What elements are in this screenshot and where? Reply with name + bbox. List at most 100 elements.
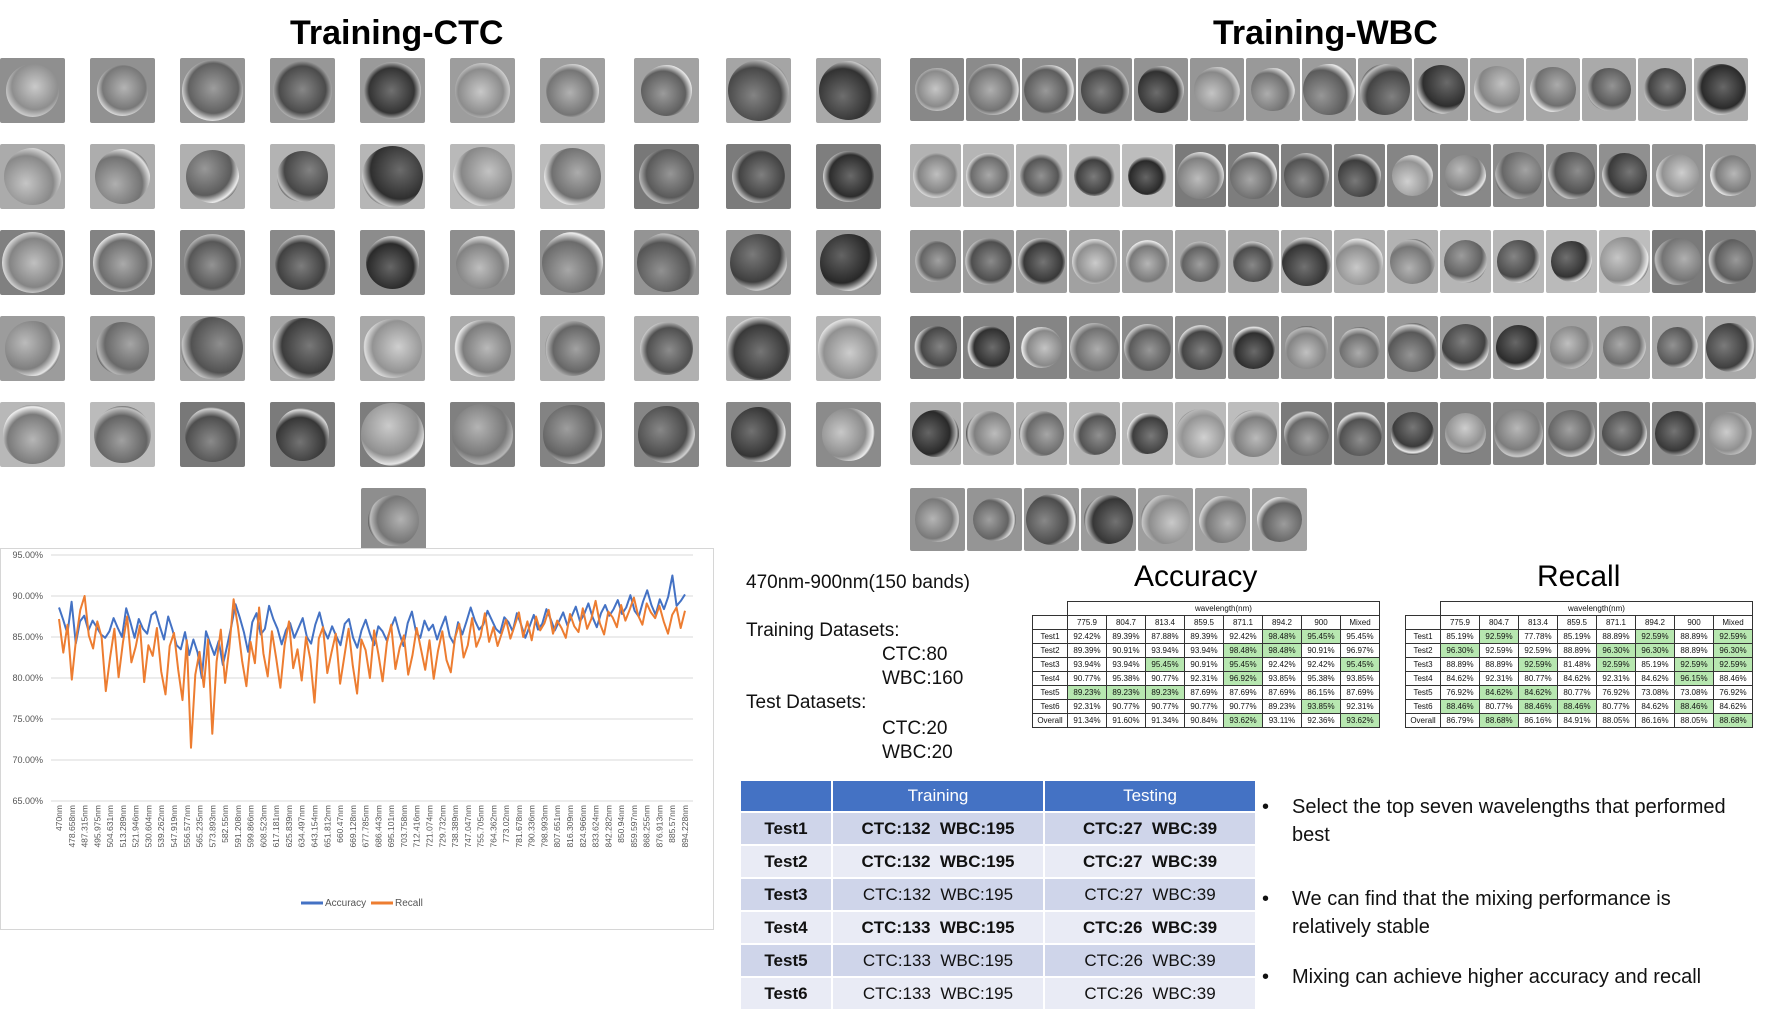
test-ctc-count: CTC:20 <box>882 718 948 739</box>
cell-thumbnail <box>0 230 65 295</box>
column-header: 900 <box>1674 615 1714 630</box>
wavelength-header: wavelength(nm) <box>1067 601 1380 616</box>
split-test: CTC:26 WBC:39 <box>1043 910 1257 945</box>
cell-thumbnail <box>726 230 791 295</box>
cell-thumbnail <box>1175 144 1226 207</box>
table-cell: 92.59% <box>1635 629 1675 644</box>
cell-thumbnail <box>0 316 65 381</box>
x-tick-label: 807.651nm <box>552 805 562 848</box>
table-cell: 84.91% <box>1557 713 1597 728</box>
cell-thumbnail <box>726 316 791 381</box>
cell-thumbnail <box>726 402 791 467</box>
table-cell: 92.59% <box>1596 657 1636 672</box>
table-cell: 98.48% <box>1262 643 1302 658</box>
table-cell: 88.89% <box>1674 629 1714 644</box>
column-header: 775.9 <box>1440 615 1480 630</box>
table-cell: 92.31% <box>1596 671 1636 686</box>
table-cell: 90.77% <box>1145 699 1185 714</box>
cell-thumbnail <box>1069 316 1120 379</box>
cell-thumbnail <box>1387 316 1438 379</box>
cell-thumbnail <box>1493 144 1544 207</box>
cell-thumbnail <box>910 230 961 293</box>
table-cell: 84.62% <box>1713 699 1753 714</box>
split-train: CTC:132 WBC:195 <box>831 811 1045 846</box>
table-cell: 92.59% <box>1674 657 1714 672</box>
table-cell: 84.62% <box>1635 699 1675 714</box>
table-cell: 93.85% <box>1340 671 1380 686</box>
table-cell: 87.88% <box>1145 629 1185 644</box>
cell-thumbnail <box>1228 144 1279 207</box>
cell-thumbnail <box>180 144 245 209</box>
x-tick-label: 495.975nm <box>92 805 102 848</box>
cell-thumbnail <box>1228 230 1279 293</box>
x-tick-label: 790.336nm <box>527 805 537 848</box>
table-cell: 96.30% <box>1635 643 1675 658</box>
table-cell: 80.77% <box>1596 699 1636 714</box>
cell-thumbnail <box>1252 488 1307 551</box>
y-tick-label: 85.00% <box>12 632 43 642</box>
cell-thumbnail <box>180 316 245 381</box>
cell-thumbnail <box>1302 58 1356 121</box>
split-row-name: Test3 <box>739 877 833 912</box>
table-cell: 91.60% <box>1106 713 1146 728</box>
cell-thumbnail <box>450 316 515 381</box>
test-wbc-count: WBC:20 <box>882 742 953 763</box>
table-cell: 84.62% <box>1479 685 1519 700</box>
table-cell: 76.92% <box>1440 685 1480 700</box>
cell-thumbnail <box>1016 144 1067 207</box>
table-cell: 93.62% <box>1340 713 1380 728</box>
cell-thumbnail <box>963 316 1014 379</box>
x-tick-label: 842.282nm <box>603 805 613 848</box>
cell-thumbnail <box>1599 230 1650 293</box>
table-cell: 76.92% <box>1713 685 1753 700</box>
x-tick-label: 833.624nm <box>591 805 601 848</box>
x-tick-label: 625.839nm <box>284 805 294 848</box>
x-tick-label: 487.315nm <box>80 805 90 848</box>
row-header: Test3 <box>1405 657 1441 672</box>
table-cell: 95.38% <box>1106 671 1146 686</box>
x-tick-label: 660.47nm <box>335 805 345 843</box>
cell-thumbnail <box>1694 58 1748 121</box>
split-table-wrap: Training Testing Test1 CTC:132 WBC:195 CTC:2… <box>739 779 1257 1011</box>
x-tick-label: 712.416nm <box>412 805 422 848</box>
cell-thumbnail <box>1652 230 1703 293</box>
table-cell: 88.89% <box>1440 657 1480 672</box>
cell-thumbnail <box>1546 402 1597 465</box>
cell-thumbnail <box>1175 230 1226 293</box>
table-cell: 80.77% <box>1518 671 1558 686</box>
cell-thumbnail <box>450 402 515 467</box>
cell-thumbnail <box>1228 316 1279 379</box>
row-header: Test2 <box>1405 643 1441 658</box>
table-cell: 89.23% <box>1262 699 1302 714</box>
x-tick-label: 504.631nm <box>105 805 115 848</box>
column-header: Mixed <box>1713 615 1753 630</box>
column-header: 804.7 <box>1479 615 1519 630</box>
table-cell: 96.97% <box>1340 643 1380 658</box>
row-header: Test5 <box>1032 685 1068 700</box>
table-cell: 92.42% <box>1223 629 1263 644</box>
cell-thumbnail <box>1526 58 1580 121</box>
table-cell: 84.62% <box>1635 671 1675 686</box>
y-tick-label: 70.00% <box>12 755 43 765</box>
cell-thumbnail <box>270 230 335 295</box>
conclusion-bullet: • Select the top seven wavelengths that p… <box>1262 796 1726 846</box>
split-row: Test5 CTC:133 WBC:195 CTC:26 WBC:39 <box>739 943 1257 978</box>
table-cell: 93.94% <box>1067 657 1107 672</box>
cell-thumbnail <box>816 230 881 295</box>
table-cell: 86.16% <box>1518 713 1558 728</box>
table-cell: 93.85% <box>1301 699 1341 714</box>
table-cell: 93.11% <box>1262 713 1302 728</box>
ctc-image-grid <box>0 58 890 553</box>
cell-thumbnail <box>90 316 155 381</box>
cell-thumbnail <box>1334 144 1385 207</box>
split-test: CTC:26 WBC:39 <box>1043 943 1257 978</box>
table-cell: 84.62% <box>1440 671 1480 686</box>
cell-thumbnail <box>270 144 335 209</box>
x-tick-label: 824.966nm <box>578 805 588 848</box>
x-tick-label: 703.758nm <box>399 805 409 848</box>
split-test: CTC:27 WBC:39 <box>1043 877 1257 912</box>
table-cell: 85.19% <box>1557 629 1597 644</box>
row-header: Overall <box>1032 713 1068 728</box>
table-cell: 85.19% <box>1440 629 1480 644</box>
cell-thumbnail <box>1582 58 1636 121</box>
